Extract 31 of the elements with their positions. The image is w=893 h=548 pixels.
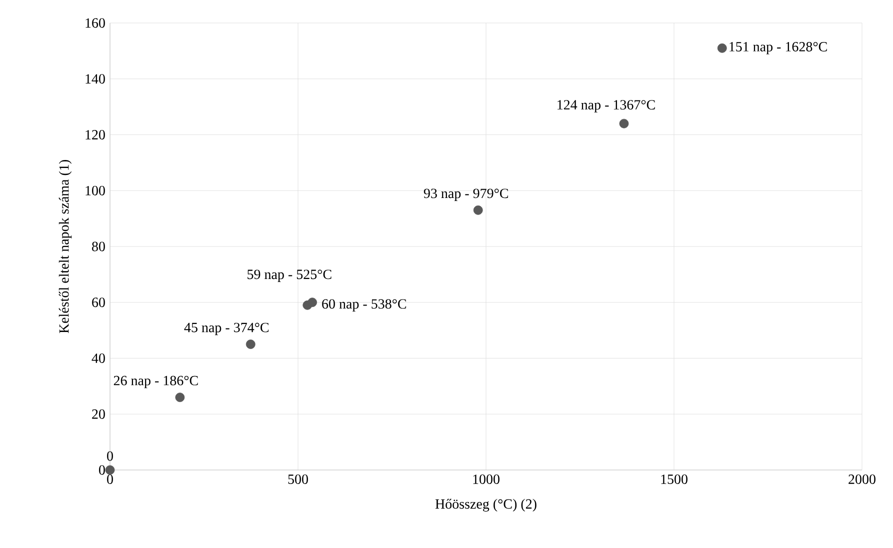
annotation: 26 nap - 186°C: [114, 376, 198, 388]
point: [473, 205, 483, 215]
point: [175, 392, 185, 402]
x-axis-title: Hőösszeg (°C) (2): [435, 498, 536, 512]
x-tick-label: 2000: [848, 474, 876, 484]
y-tick-label: 160: [86, 18, 105, 28]
annotation: 59 nap - 525°C: [248, 270, 332, 282]
point: [308, 298, 317, 308]
x-tick-label: 1000: [473, 474, 500, 484]
annotation: 151 nap - 1628°C: [730, 42, 827, 54]
annotation: 93 nap - 979°C: [424, 188, 508, 201]
y-tick-label: 120: [86, 130, 105, 140]
y-tick-label: 0: [99, 465, 105, 475]
y-tick-label: 20: [92, 409, 105, 419]
y-tick-label: 80: [92, 242, 105, 252]
annotation: 0: [107, 451, 113, 461]
annotation: 124 nap - 1367°C: [558, 100, 655, 112]
y-tick-label: 40: [92, 354, 105, 363]
annotation: 60 nap - 538°C: [322, 299, 406, 312]
y-tick-label: 140: [86, 74, 105, 84]
y-tick-label: 60: [92, 298, 105, 308]
point: [105, 465, 115, 475]
point: [246, 340, 256, 349]
x-tick-label: 1500: [661, 474, 688, 484]
annotation: 45 nap - 374°C: [184, 322, 269, 336]
y-tick-label: 100: [86, 186, 105, 196]
x-tick-label: 0: [107, 474, 113, 484]
point: [619, 118, 629, 128]
y-axis-title: Keléstől eltelt napok száma (1): [58, 160, 72, 334]
x-tick-label: 500: [288, 474, 308, 484]
point: [717, 43, 727, 53]
